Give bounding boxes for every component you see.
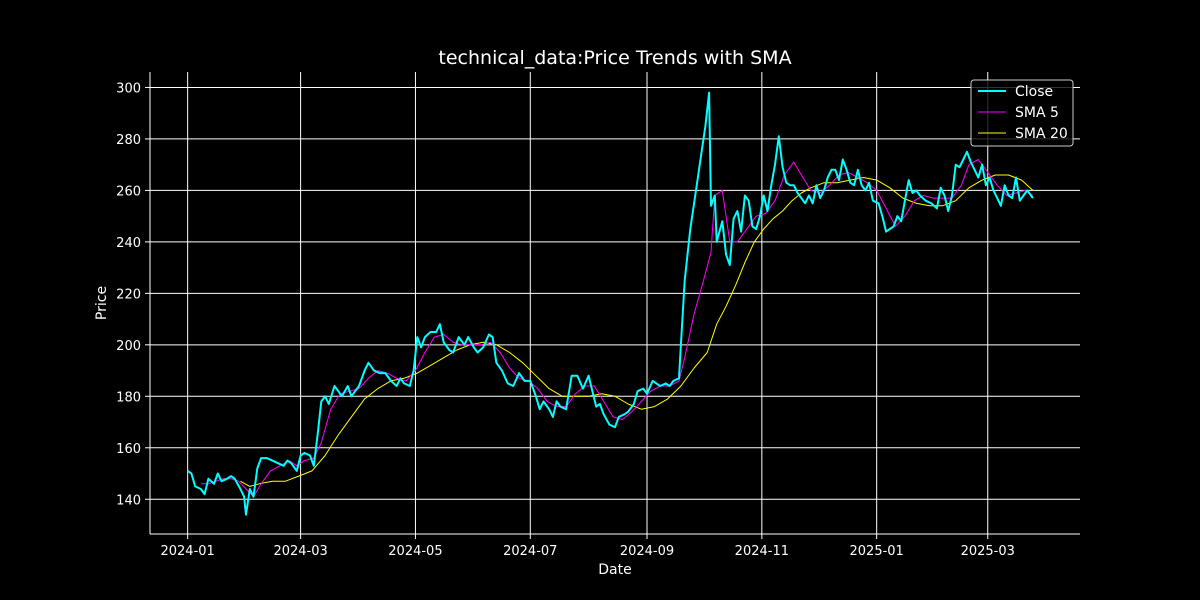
series <box>187 91 1034 516</box>
close-series-line <box>187 91 1034 516</box>
y-tick-label: 240 <box>116 236 141 251</box>
legend-label-sma20: SMA 20 <box>1015 126 1068 142</box>
legend-frame <box>970 79 1074 147</box>
y-tick-label: 220 <box>116 287 141 302</box>
sma20-series-line <box>240 174 1034 487</box>
x-tick-label: 2024-09 <box>620 544 674 559</box>
x-tick-label: 2024-07 <box>503 544 557 559</box>
x-axis-label: Date <box>598 562 631 578</box>
y-tick-label: 260 <box>116 184 141 199</box>
x-tick-label: 2025-01 <box>850 544 904 559</box>
legend-label-sma5: SMA 5 <box>1015 105 1059 121</box>
x-tick-label: 2024-01 <box>160 544 214 559</box>
x-tick-label: 2024-05 <box>388 544 442 559</box>
y-tick-label: 180 <box>116 390 141 405</box>
legend: Close SMA 5 SMA 20 <box>970 79 1074 147</box>
axes <box>149 72 1080 535</box>
legend-label-close: Close <box>1015 84 1053 100</box>
chart-title: technical_data:Price Trends with SMA <box>438 47 791 69</box>
y-tick-label: 160 <box>116 442 141 457</box>
x-tick-label: 2024-03 <box>273 544 327 559</box>
y-tick-label: 280 <box>116 133 141 148</box>
y-axis-label: Price <box>94 286 110 320</box>
y-tick-label: 300 <box>116 81 141 96</box>
y-tick-label: 140 <box>116 493 141 508</box>
x-tick-label: 2025-03 <box>961 544 1015 559</box>
y-tick-label: 200 <box>116 339 141 354</box>
x-tick-label: 2024-11 <box>735 544 789 559</box>
tick-labels: 2024-01 2024-03 2024-05 2024-07 2024-09 2024-… <box>116 81 1015 559</box>
